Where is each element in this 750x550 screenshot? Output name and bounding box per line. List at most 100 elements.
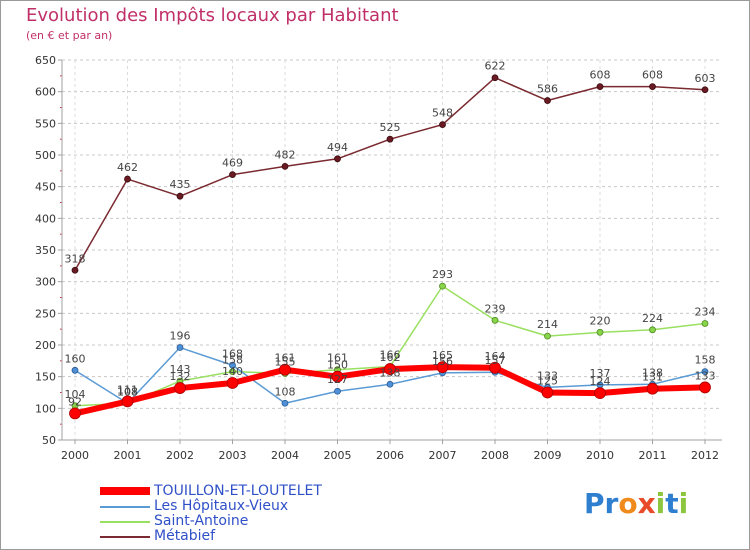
data-point-metabief [439,121,446,128]
data-point-hopitaux [176,344,184,351]
x-tick-label: 2011 [639,449,667,462]
data-point-metabief [281,162,289,170]
y-tick-label: 150 [35,371,56,384]
y-tick-label: 50 [42,434,56,447]
legend-swatch-touillon [100,487,150,495]
data-point-metabief [386,135,394,143]
data-label-touillon: 132 [170,370,191,383]
y-tick-label: 350 [35,244,56,257]
data-point-saint-antoine [649,326,656,334]
logo-letter: t [665,487,679,520]
x-tick-label: 2007 [429,449,457,462]
data-label-hopitaux: 156 [432,355,453,368]
chart-title: Evolution des Impôts locaux par Habitant [26,5,399,26]
data-point-saint-antoine [439,282,446,290]
data-label-saint-antoine: 161 [327,352,348,365]
data-point-touillon [331,370,344,383]
data-label-saint-antoine: 158 [222,354,243,367]
data-label-touillon: 165 [432,349,453,362]
data-label-touillon: 131 [642,371,663,384]
data-point-touillon [646,382,659,395]
y-tick-label: 400 [35,212,56,225]
data-point-hopitaux [71,366,79,374]
data-label-metabief: 318 [65,252,86,265]
data-label-touillon: 161 [275,352,296,365]
legend-label-touillon: TOUILLON-ET-LOUTELET [154,483,322,499]
data-point-touillon [121,395,134,408]
data-label-metabief: 494 [327,141,348,154]
data-point-hopitaux [281,399,289,407]
y-tick-label: 500 [35,149,56,162]
data-label-saint-antoine: 143 [170,363,191,376]
data-point-metabief [229,171,236,179]
legend-label-saint-antoine: Saint-Antoine [154,513,249,529]
y-tick-label: 650 [35,54,56,67]
logo-letter: x [637,487,656,520]
data-label-hopitaux: 138 [642,366,663,379]
logo-letter: i [655,487,666,520]
data-point-touillon [436,361,449,374]
data-label-hopitaux: 160 [65,352,86,365]
data-point-touillon [489,361,501,374]
data-point-hopitaux [701,368,709,376]
data-point-touillon [69,407,81,420]
y-tick-label: 550 [35,117,56,130]
data-label-hopitaux: 133 [537,369,558,382]
data-label-metabief: 482 [275,148,296,161]
proxiti-logo: Proxiti [584,487,688,520]
logo-letter: P [584,487,605,520]
x-tick-label: 2006 [376,449,404,462]
data-label-hopitaux: 157 [485,354,506,367]
data-label-saint-antoine: 104 [65,388,86,401]
x-tick-label: 2005 [324,449,352,462]
data-label-metabief: 525 [380,121,401,134]
legend-label-metabief: Métabief [154,528,216,544]
chart-subtitle: (en € et par an) [26,29,113,42]
data-label-metabief: 462 [117,161,138,174]
data-label-metabief: 608 [642,69,663,82]
data-label-touillon: 164 [485,350,506,363]
y-tick-label: 600 [35,86,56,99]
logo-letter: r [604,487,619,520]
data-label-saint-antoine: 293 [432,268,453,281]
data-label-hopitaux: 138 [380,366,401,379]
data-point-touillon [226,377,239,389]
legend-label-hopitaux: Les Hôpitaux-Vieux [154,498,289,514]
y-tick-label: 300 [35,276,56,289]
x-tick-label: 2001 [114,449,142,462]
x-tick-label: 2010 [586,449,614,462]
data-point-saint-antoine [544,332,551,340]
x-tick-label: 2002 [166,449,194,462]
data-label-saint-antoine: 220 [590,314,611,327]
data-label-metabief: 622 [485,60,506,73]
data-label-metabief: 608 [590,69,611,82]
logo-letter: o [618,487,638,520]
data-point-touillon [384,363,396,375]
data-label-touillon: 124 [590,375,611,388]
data-point-hopitaux [229,361,236,369]
data-label-touillon: 125 [537,375,558,388]
data-point-metabief [544,97,551,104]
x-tick-label: 2004 [271,449,299,462]
data-label-metabief: 603 [695,72,716,85]
y-tick-label: 200 [35,339,56,352]
data-label-saint-antoine: 234 [695,305,716,318]
data-point-metabief [71,266,79,274]
y-tick-label: 250 [35,307,56,320]
data-point-touillon [541,386,554,399]
data-point-metabief [649,83,656,90]
data-label-metabief: 435 [170,178,191,191]
y-tick-label: 450 [35,181,56,194]
data-label-saint-antoine: 166 [380,349,401,362]
x-tick-label: 2000 [61,449,89,462]
data-point-touillon [174,382,186,394]
data-point-touillon [699,381,711,394]
data-label-hopitaux: 168 [222,347,243,360]
data-label-saint-antoine: 155 [275,356,296,369]
data-point-touillon [279,363,291,376]
data-label-metabief: 586 [537,83,558,96]
data-label-metabief: 548 [432,107,453,120]
x-tick-label: 2009 [534,449,562,462]
data-label-touillon: 111 [117,383,138,396]
